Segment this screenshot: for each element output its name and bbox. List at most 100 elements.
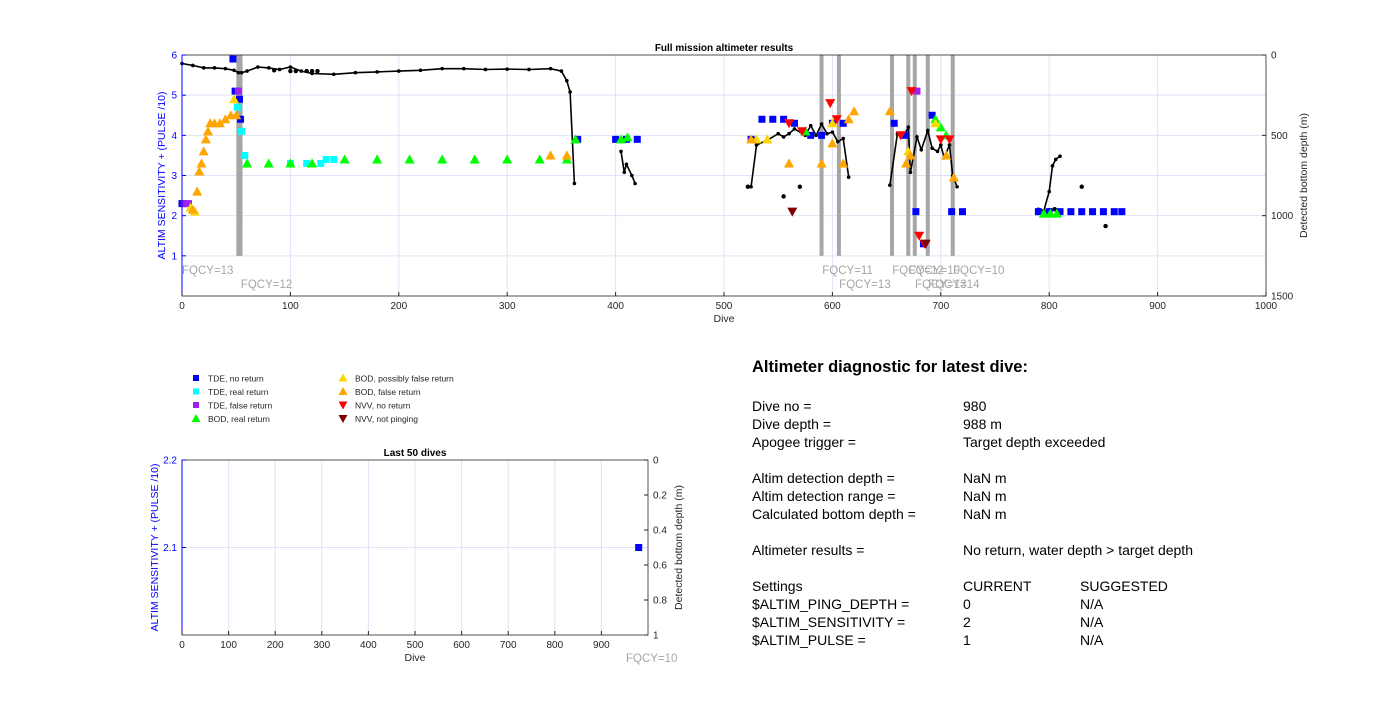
diagnostic-panel: Altimeter diagnostic for latest dive: Di…	[752, 358, 1372, 649]
bottom-depth-point	[830, 130, 835, 134]
y-tick-label: 3	[171, 171, 177, 182]
bottom-depth-point	[808, 123, 813, 128]
bottom-depth-point	[919, 147, 924, 152]
data-point	[746, 134, 757, 144]
bottom-depth-point	[223, 66, 228, 71]
y2-tick-label: 0	[653, 456, 659, 467]
data-point	[502, 154, 513, 164]
data-point	[545, 150, 556, 160]
bottom-depth-point	[1079, 184, 1084, 189]
data-point	[762, 134, 773, 144]
data-point	[404, 154, 415, 164]
data-point	[437, 154, 448, 164]
legend-label: BOD, real return	[208, 414, 270, 424]
bottom-depth-point	[1050, 164, 1055, 168]
diag-value: No return, water depth > target depth	[963, 542, 1193, 558]
data-point	[338, 387, 348, 395]
bottom-depth-point	[814, 133, 818, 138]
y2-tick-label: 0.2	[653, 491, 667, 502]
diag-label: Altim detection depth =	[752, 470, 895, 486]
bottom-depth-point	[315, 68, 320, 74]
data-point	[784, 119, 795, 129]
y-tick-label: 1	[171, 251, 177, 262]
data-point	[944, 135, 955, 145]
x-tick-label: 200	[267, 640, 284, 651]
current-label: CURRENT	[963, 578, 1032, 594]
chart-title: Full mission altimeter results	[655, 43, 794, 54]
data-point	[825, 99, 836, 109]
bottom-depth-point	[288, 65, 293, 69]
x-axis-label: Dive	[713, 313, 734, 325]
data-point	[780, 115, 788, 123]
bottom-depth-point	[293, 68, 299, 74]
data-point	[187, 204, 198, 214]
data-point	[1067, 208, 1075, 216]
data-point	[633, 135, 641, 143]
data-point	[191, 414, 201, 422]
y2-tick-label: 1500	[1271, 292, 1294, 303]
bottom-depth-point	[846, 175, 851, 179]
bottom-depth-point	[559, 69, 564, 73]
data-point	[229, 55, 237, 63]
setting-name: $ALTIM_PING_DEPTH =	[752, 596, 910, 612]
data-point	[220, 114, 231, 124]
bottom-depth-point	[440, 66, 444, 71]
fqcy-label: FQCY=13	[839, 279, 890, 291]
data-point	[192, 186, 203, 196]
diag-label: Dive no =	[752, 398, 812, 414]
y2-tick-label: 1000	[1271, 211, 1294, 222]
data-point	[1038, 208, 1049, 218]
data-point	[935, 135, 946, 145]
fqcy-label: FQCY=11	[822, 265, 873, 277]
data-point	[561, 150, 572, 160]
data-point	[263, 158, 274, 168]
legend-label: TDE, real return	[208, 387, 269, 397]
bottom-depth-point	[505, 67, 510, 71]
data-point	[890, 119, 898, 127]
data-point	[372, 154, 383, 164]
x-axis-label: Dive	[404, 652, 425, 664]
data-point	[330, 155, 338, 163]
x-tick-label: 900	[593, 640, 610, 651]
bottom-depth-point	[825, 131, 829, 136]
bottom-depth-point	[548, 66, 553, 71]
x-tick-label: 600	[453, 640, 470, 651]
bottom-depth-point	[939, 143, 943, 147]
x-tick-label: 800	[546, 640, 563, 651]
bottom-depth-point	[1052, 207, 1057, 212]
bottom-depth-point	[353, 70, 358, 75]
data-point	[570, 134, 581, 144]
diag-row-altim-detection-depth: Altim detection depth = NaN m	[752, 469, 1372, 487]
bottom-depth-point	[277, 67, 282, 72]
x-tick-label: 600	[824, 301, 841, 312]
bottom-depth-point	[239, 70, 244, 75]
diag-value: NaN m	[963, 470, 1007, 486]
data-point	[827, 118, 838, 128]
bottom-depth-point	[947, 143, 952, 147]
setting-current: 0	[963, 596, 971, 612]
data-point	[303, 159, 311, 167]
setting-suggested: N/A	[1080, 614, 1104, 630]
legend: TDE, no return TDE, real return TDE, false…	[191, 374, 454, 424]
data-point	[838, 158, 849, 168]
bottom-depth-point	[288, 68, 293, 74]
bottom-depth-point	[797, 184, 803, 189]
setting-current: 1	[963, 632, 971, 648]
fqcy-label: FQCY=13	[182, 265, 233, 277]
bottom-depth-point	[836, 139, 840, 144]
setting-name: $ALTIM_PULSE =	[752, 632, 866, 648]
data-point	[769, 115, 777, 123]
data-point	[948, 172, 959, 182]
y2-tick-label: 1	[653, 631, 659, 642]
diag-label: Calculated bottom depth =	[752, 506, 916, 522]
data-point	[185, 200, 193, 208]
x-tick-label: 0	[179, 301, 185, 312]
data-point	[307, 158, 318, 168]
diag-row-dive-no: Dive no = 980	[752, 397, 1372, 415]
data-point	[784, 158, 795, 168]
series-tde-no-return	[635, 544, 643, 551]
data-point	[238, 127, 246, 135]
data-point	[233, 103, 241, 111]
y-tick-label: 2	[171, 211, 177, 222]
